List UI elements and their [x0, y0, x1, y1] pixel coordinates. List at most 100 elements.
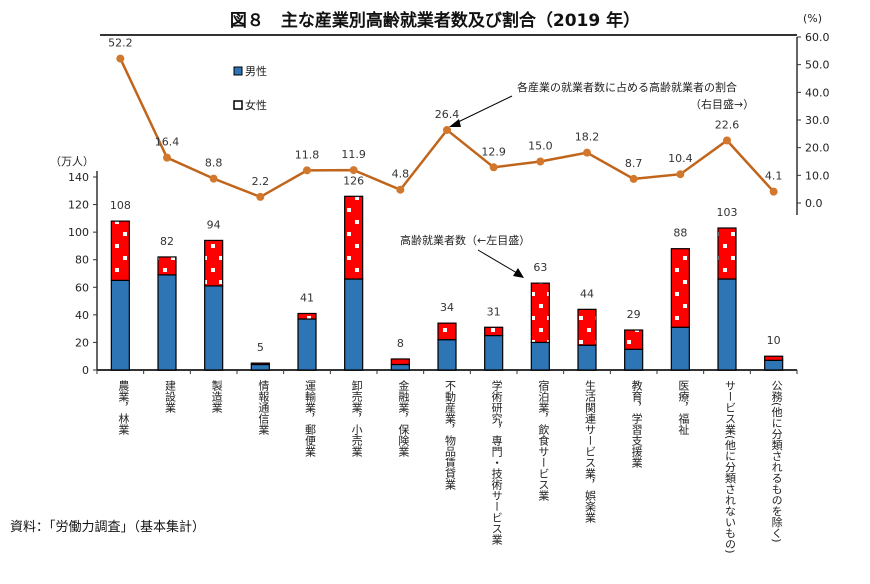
legend-label-female: 女性: [245, 98, 267, 112]
right-tick-label: 50.0: [805, 59, 830, 72]
ratio-point: [769, 187, 778, 196]
bar-total-label: 5: [257, 341, 264, 354]
ratio-point: [116, 54, 125, 63]
ratio-label: 18.2: [575, 131, 600, 144]
left-tick-label: 20: [75, 336, 89, 349]
left-tick-label: 0: [82, 364, 89, 377]
bar-female: [250, 362, 270, 366]
legend-swatch-female: [233, 100, 243, 110]
bar-male: [437, 339, 457, 371]
annotations: 各産業の就業者数に占める高齢就業者の割合 （右目盛→） 高齢就業者数（←左目盛）: [400, 80, 754, 278]
ratio-label: 4.8: [392, 168, 410, 181]
category-label: 製造業: [210, 379, 223, 413]
category-label: 情報通信業: [257, 380, 270, 435]
bar-female: [437, 322, 457, 341]
bar-total-label: 103: [717, 206, 738, 219]
bar-male: [157, 274, 177, 371]
bar-female: [764, 355, 784, 361]
bar-male: [204, 285, 224, 371]
category-label: 不動産業，物品賃貸業: [444, 380, 457, 490]
category-label: 公務(他に分類されるものを除く): [770, 380, 783, 543]
left-tick-label: 40: [75, 309, 89, 322]
bar-female: [110, 220, 130, 281]
bar-female: [670, 248, 690, 328]
ratio-point: [256, 192, 265, 201]
left-tick-label: 60: [75, 281, 89, 294]
line-annotation: 各産業の就業者数に占める高齢就業者の割合: [517, 80, 737, 94]
bar-total-label: 44: [580, 287, 594, 300]
ratio-point: [396, 185, 405, 194]
category-label: 生活関連サービス業，娯楽業: [584, 379, 597, 523]
ratio-label: 11.9: [341, 148, 366, 161]
ratio-label: 12.9: [481, 145, 506, 158]
ratio-label: 16.4: [155, 136, 180, 149]
ratio-point: [536, 157, 545, 166]
bar-female: [717, 227, 737, 280]
bar-total-label: 63: [533, 261, 547, 274]
ratio-label: 8.8: [205, 157, 223, 170]
ratio-point: [583, 148, 591, 157]
bar-total-label: 29: [627, 308, 641, 321]
ratio-label: 22.6: [715, 118, 740, 131]
ratio-point: [629, 174, 638, 183]
ratio-point: [676, 170, 685, 179]
ratio-label: 2.2: [252, 175, 270, 188]
bar-female: [577, 308, 597, 346]
bar-female: [344, 195, 364, 280]
right-tick-label: 40.0: [805, 86, 830, 99]
bar-total-label: 41: [300, 291, 314, 304]
bar-male: [390, 363, 410, 371]
bar-total-label: 82: [160, 235, 174, 248]
category-label: 金融業，保険業: [397, 379, 410, 457]
legend-label-male: 男性: [245, 64, 267, 78]
left-axis-unit: （万人）: [50, 155, 94, 168]
bar-female: [624, 329, 644, 350]
bar-male: [717, 278, 737, 371]
bar-male: [344, 278, 364, 371]
ratio-point: [489, 163, 498, 172]
right-tick-label: 30.0: [805, 114, 830, 127]
left-tick-label: 120: [68, 199, 89, 212]
bar-male: [110, 279, 130, 371]
line-annotation-axis: （右目盛→）: [690, 97, 754, 111]
bar-male: [670, 326, 690, 371]
bar-female: [204, 239, 224, 287]
ratio-label: 10.4: [668, 152, 693, 165]
right-axis-unit: (%): [803, 12, 822, 25]
ratio-point: [349, 166, 358, 175]
ratio-point: [443, 125, 451, 134]
legend: 男性 女性: [233, 64, 267, 112]
left-tick-label: 140: [68, 171, 89, 184]
ratio-point: [209, 174, 218, 183]
bar-female: [297, 312, 317, 320]
category-label: 医療，福祉: [677, 380, 690, 436]
bar-total-label: 10: [767, 334, 781, 347]
bar-female: [390, 358, 410, 366]
right-tick-label: 0.0: [805, 197, 823, 210]
category-label: 宿泊業，飲食サービス業: [537, 379, 550, 501]
line-annotation-arrowhead: [449, 119, 461, 127]
bar-total-label: 88: [673, 227, 687, 240]
ratio-point: [163, 153, 171, 162]
right-tick-label: 20.0: [805, 142, 830, 155]
legend-swatch-male: [233, 66, 243, 76]
bar-total-label: 8: [397, 337, 404, 350]
ratio-label: 26.4: [435, 108, 460, 121]
ratio-point: [723, 136, 731, 145]
bar-male: [530, 341, 550, 371]
bar-annotation: 高齢就業者数（←左目盛）: [400, 233, 530, 247]
bar-male: [484, 334, 504, 371]
left-tick-label: 100: [68, 226, 89, 239]
bar-female: [157, 256, 177, 276]
ratio-label: 11.8: [295, 148, 320, 161]
category-label: 教育，学習支援業: [630, 380, 643, 468]
bar-annotation-arrowhead: [513, 268, 524, 278]
ratio-label: 52.2: [108, 37, 133, 50]
bar-male: [624, 348, 644, 371]
ratio-point: [303, 166, 311, 175]
category-label: 農業，林業: [117, 379, 130, 435]
category-label: 建設業: [164, 379, 177, 413]
bar-total-label: 34: [440, 301, 454, 314]
bar-male: [297, 318, 317, 371]
